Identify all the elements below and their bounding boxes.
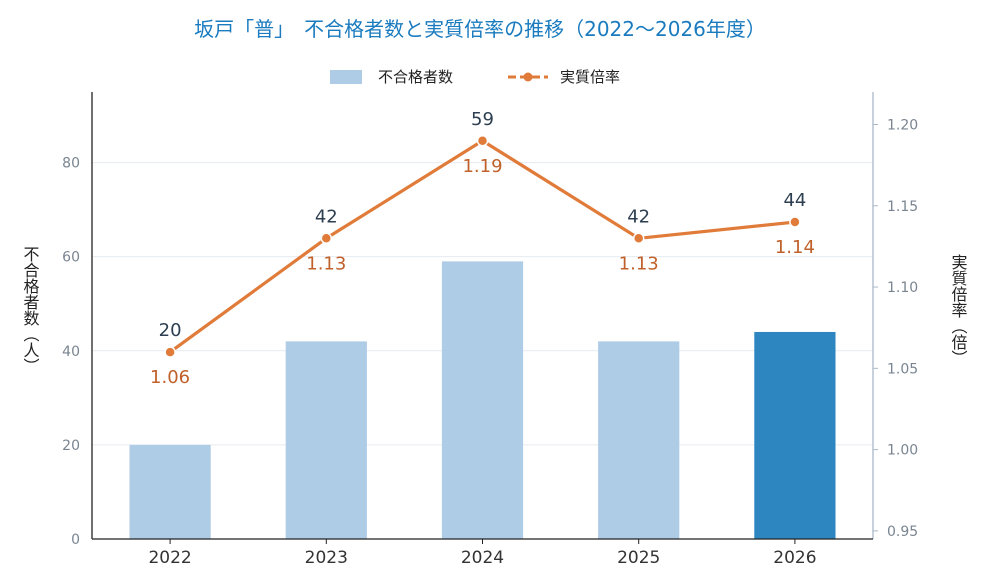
bar <box>441 261 524 539</box>
y-tick-label-left: 20 <box>62 438 80 454</box>
y-tick-label-right: 0.95 <box>887 524 918 540</box>
rate-point <box>476 135 489 147</box>
chart-title: 坂戸「普」 不合格者数と実質倍率の推移（2022〜2026年度） <box>194 17 766 41</box>
bar-value-label: 42 <box>627 206 650 227</box>
y-tick-label-right: 1.20 <box>887 118 918 134</box>
rate-point <box>320 232 333 245</box>
legend-bar-label: 不合格者数 <box>378 68 453 86</box>
bars <box>129 261 836 539</box>
rate-value-label: 1.19 <box>462 156 502 177</box>
rate-value-label: 1.06 <box>150 367 190 388</box>
rate-value-label: 1.13 <box>306 253 346 274</box>
legend-line-label: 実質倍率 <box>560 68 620 86</box>
y-tick-label-left: 80 <box>62 156 80 172</box>
bar-value-label: 20 <box>159 320 182 341</box>
rate-point <box>789 216 801 228</box>
y-tick-label-right: 1.00 <box>887 443 918 459</box>
y-tick-label-left: 0 <box>71 532 80 548</box>
legend-bar-swatch <box>330 70 362 84</box>
bar-value-label: 44 <box>783 190 806 211</box>
rate-point <box>164 346 176 358</box>
bar-value-label: 42 <box>315 206 338 227</box>
bar <box>754 331 836 539</box>
x-tick-label: 2022 <box>148 548 191 568</box>
rate-value-label: 1.14 <box>775 237 815 258</box>
x-tick-label: 2026 <box>773 548 816 568</box>
y-axis-right-title: 実質倍率（倍） <box>949 254 968 366</box>
y-tick-label-right: 1.15 <box>887 199 918 215</box>
legend-line-marker <box>523 72 533 82</box>
rate-point <box>632 232 645 245</box>
bar <box>129 444 211 539</box>
bar <box>285 341 367 539</box>
data-labels: 20 42 59 42 44 1.06 1.13 1.19 1.13 1.14 <box>150 109 815 388</box>
rate-line <box>164 135 801 358</box>
y-tick-label-left: 60 <box>62 250 80 266</box>
y-tick-label-left: 40 <box>62 344 80 360</box>
rate-value-label: 1.13 <box>619 253 659 274</box>
y-tick-label-right: 1.05 <box>887 361 918 377</box>
legend: 不合格者数 実質倍率 <box>330 68 620 86</box>
bar-value-label: 59 <box>471 109 494 130</box>
y-axis-left-title: 不合格者数（人） <box>21 246 40 374</box>
bar <box>598 341 680 539</box>
x-tick-label: 2023 <box>305 548 348 568</box>
x-tick-label: 2024 <box>461 548 504 568</box>
y-tick-label-right: 1.10 <box>887 280 918 296</box>
x-tick-label: 2025 <box>617 548 660 568</box>
